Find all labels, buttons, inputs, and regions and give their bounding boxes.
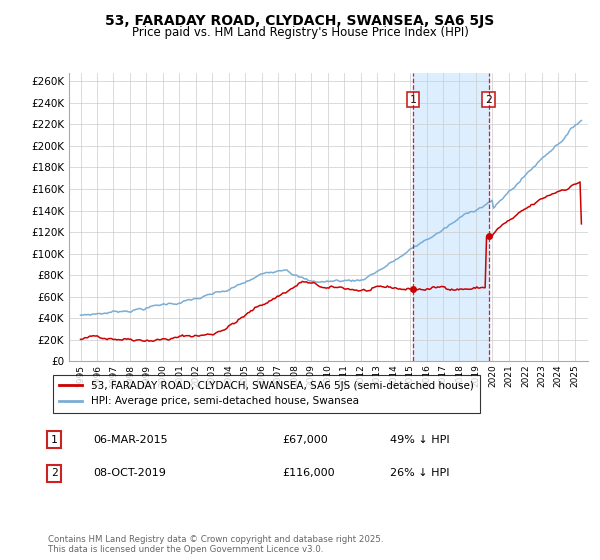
- Text: 06-MAR-2015: 06-MAR-2015: [93, 435, 167, 445]
- Text: Contains HM Land Registry data © Crown copyright and database right 2025.
This d: Contains HM Land Registry data © Crown c…: [48, 535, 383, 554]
- Text: £116,000: £116,000: [282, 468, 335, 478]
- Text: 1: 1: [409, 95, 416, 105]
- Text: 49% ↓ HPI: 49% ↓ HPI: [390, 435, 449, 445]
- Text: 53, FARADAY ROAD, CLYDACH, SWANSEA, SA6 5JS: 53, FARADAY ROAD, CLYDACH, SWANSEA, SA6 …: [106, 14, 494, 28]
- Text: 1: 1: [50, 435, 58, 445]
- Text: 26% ↓ HPI: 26% ↓ HPI: [390, 468, 449, 478]
- Text: 08-OCT-2019: 08-OCT-2019: [93, 468, 166, 478]
- Text: 2: 2: [50, 468, 58, 478]
- Legend: 53, FARADAY ROAD, CLYDACH, SWANSEA, SA6 5JS (semi-detached house), HPI: Average : 53, FARADAY ROAD, CLYDACH, SWANSEA, SA6 …: [53, 375, 480, 413]
- Text: £67,000: £67,000: [282, 435, 328, 445]
- Text: Price paid vs. HM Land Registry's House Price Index (HPI): Price paid vs. HM Land Registry's House …: [131, 26, 469, 39]
- Bar: [413, 73, 488, 361]
- Text: 2: 2: [485, 95, 492, 105]
